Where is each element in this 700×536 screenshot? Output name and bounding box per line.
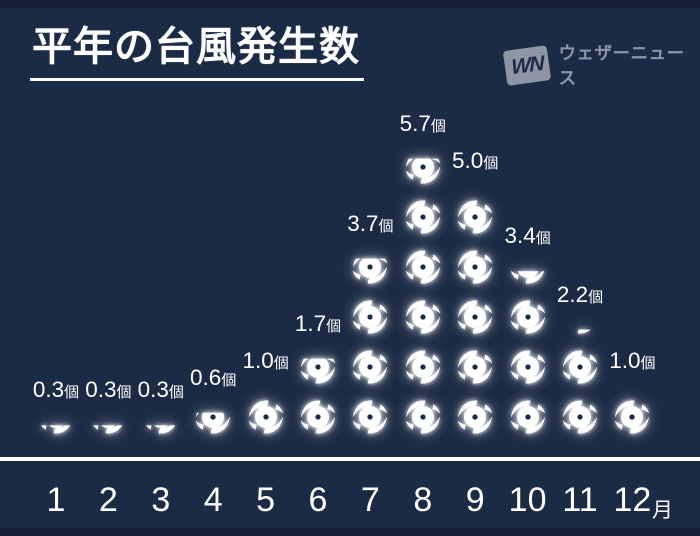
typhoon-icon: [562, 350, 598, 384]
value-label: 5.0個: [452, 148, 498, 174]
typhoon-icon: [510, 300, 545, 334]
value-label: 0.3個: [138, 377, 184, 403]
weathernews-logo: WN ウェザーニュース: [502, 40, 700, 90]
letterbox-bottom-bar: [0, 528, 700, 536]
value-number: 0.3: [137, 377, 169, 403]
typhoon-icon: [248, 400, 283, 434]
axis-line: [0, 457, 700, 461]
typhoon-icon-partial: [569, 329, 591, 334]
typhoon-icon: [300, 400, 336, 434]
page-title: 平年の台風発生数: [30, 24, 364, 82]
value-number: 2.2: [556, 281, 589, 307]
typhoon-icon: [457, 400, 493, 434]
typhoon-icon: [405, 400, 441, 434]
value-number: 5.0: [452, 148, 484, 173]
typhoon-icon: [405, 250, 441, 284]
month-label: 10: [508, 481, 547, 519]
value-label: 1.7個: [295, 311, 341, 337]
typhoon-icon: [353, 350, 388, 384]
value-unit: 個: [640, 355, 656, 372]
value-number: 0.6: [190, 364, 222, 390]
logo-brand-text: ウェザーニュース: [558, 43, 685, 88]
value-unit: 個: [168, 384, 184, 402]
month-label: 6: [308, 481, 328, 519]
value-label: 2.2個: [557, 282, 603, 308]
typhoon-icon: [615, 400, 650, 434]
value-unit: 個: [378, 217, 394, 235]
typhoon-icon: [353, 300, 388, 334]
month-label: 11: [562, 481, 598, 519]
typhoon-icon: [353, 400, 388, 434]
value-label: 0.3個: [85, 377, 131, 403]
month-label: 2: [98, 481, 118, 519]
value-number: 0.3: [85, 377, 117, 403]
typhoon-icon: [457, 300, 493, 334]
value-unit: 個: [588, 288, 604, 306]
month-label: 4: [203, 481, 223, 519]
typhoon-icon-partial: [93, 425, 123, 434]
value-label: 0.6個: [190, 365, 236, 391]
typhoon-icon-partial: [353, 258, 388, 284]
value-label: 3.4個: [504, 223, 550, 249]
letterbox-top-bar: [0, 0, 700, 8]
value-label: 0.3個: [33, 377, 79, 403]
month-label: 9: [465, 481, 485, 519]
value-unit: 個: [64, 384, 80, 402]
typhoon-icon-partial: [195, 412, 231, 434]
value-label: 3.7個: [347, 211, 393, 237]
typhoon-icon: [405, 350, 441, 384]
value-number: 1.0: [609, 348, 641, 373]
value-number: 0.3: [32, 377, 65, 403]
value-number: 3.4: [504, 223, 536, 249]
value-number: 1.7: [294, 310, 327, 336]
value-label: 1.0個: [242, 348, 288, 374]
value-label: 1.0個: [609, 348, 655, 374]
typhoon-icon: [405, 300, 441, 334]
typhoon-icon-partial: [405, 158, 441, 184]
value-unit: 個: [221, 371, 237, 389]
month-label: 12: [613, 481, 652, 519]
typhoon-icon: [405, 200, 441, 234]
value-unit: 個: [430, 117, 446, 135]
typhoon-icon-partial: [41, 425, 71, 434]
month-label: 3: [151, 481, 171, 519]
month-suffix-label: 月: [652, 499, 673, 522]
value-unit: 個: [483, 155, 499, 172]
typhoon-icon: [510, 400, 545, 434]
month-label: 1: [46, 481, 66, 519]
value-unit: 個: [326, 317, 342, 335]
typhoon-icon: [457, 250, 493, 284]
value-unit: 個: [535, 230, 551, 248]
month-label: 8: [413, 481, 433, 519]
value-number: 1.0: [242, 348, 274, 373]
value-number: 3.7: [347, 210, 379, 236]
typhoon-icon-partial: [510, 271, 544, 284]
value-unit: 個: [273, 355, 289, 372]
value-number: 5.7: [399, 110, 431, 136]
month-label: 7: [360, 481, 380, 519]
typhoon-icon-partial: [300, 358, 336, 384]
month-label: 5: [256, 481, 276, 519]
value-unit: 個: [116, 384, 132, 402]
typhoon-icon: [457, 200, 493, 234]
typhoon-icon: [457, 350, 493, 384]
value-label: 5.7個: [400, 111, 446, 137]
typhoon-icon-partial: [145, 425, 175, 434]
typhoon-icon: [562, 400, 598, 434]
typhoon-icon: [510, 350, 545, 384]
